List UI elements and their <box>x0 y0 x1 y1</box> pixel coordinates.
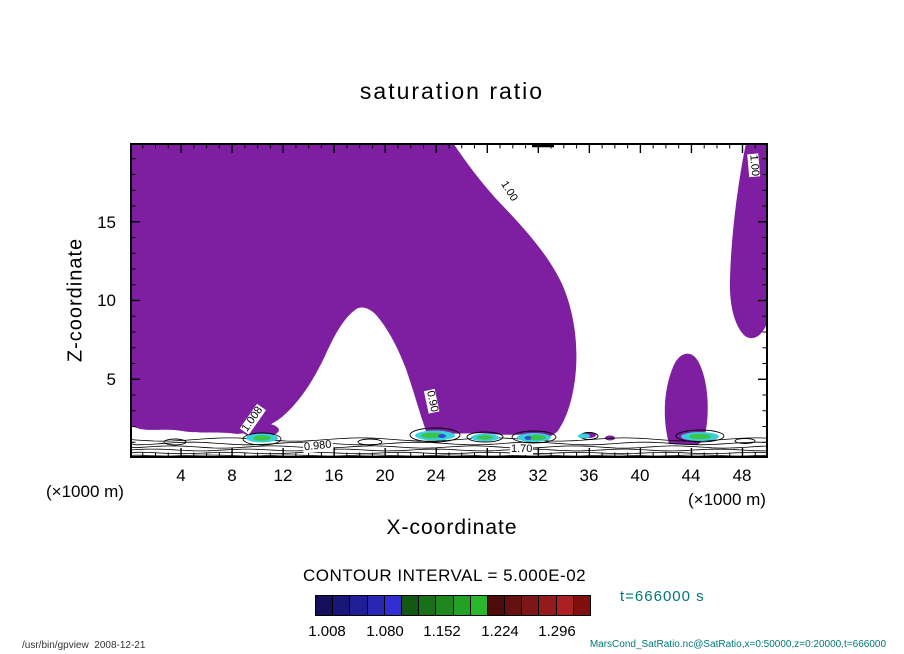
x-tick-label: 36 <box>579 466 599 485</box>
y-tick-label: 5 <box>106 370 116 389</box>
saturated-region-main <box>130 143 577 436</box>
colorbar-segment <box>521 596 539 615</box>
colorbar-segment <box>469 596 487 615</box>
contour-plot-canvas <box>129 143 768 458</box>
x-unit-left: (×1000 m) <box>46 482 124 501</box>
saturated-plume <box>664 353 708 445</box>
x-axis-label: X-coordinate <box>386 516 518 539</box>
colorbar-segment <box>538 596 556 615</box>
x-tick-label: 48 <box>732 466 752 485</box>
footer-source-info: MarsCond_SatRatio.nc@SatRatio,x=0:50000,… <box>589 639 886 650</box>
surface-contour-lines <box>129 437 767 457</box>
contour-value-label: 1.70 <box>510 443 534 455</box>
x-tick-label: 40 <box>630 466 650 485</box>
spot-green <box>253 435 271 441</box>
spot-green <box>689 433 711 440</box>
colorbar-segment <box>383 596 401 615</box>
colorbar-segment <box>332 596 350 615</box>
colorbar-segment <box>486 596 505 615</box>
x-tick-label: 20 <box>375 466 395 485</box>
surface-contour-blobs <box>163 427 756 446</box>
x-tick-label: 8 <box>227 466 237 485</box>
x-tick-label: 24 <box>426 466 446 485</box>
axis-ticks <box>131 144 767 457</box>
colorbar-tick-label: 1.080 <box>366 623 404 640</box>
plot-area <box>129 143 768 458</box>
colorbar-tick-label: 1.008 <box>308 623 346 640</box>
supersaturation-spots <box>246 430 719 443</box>
y-axis-label: Z-coordinate <box>64 237 87 363</box>
time-label: t=666000 s <box>620 588 705 605</box>
contour-value-label: 1.00 <box>747 153 762 178</box>
x-tick-label: 44 <box>681 466 701 485</box>
colorbar-segment <box>435 596 453 615</box>
colorbar-segment <box>452 596 470 615</box>
spot-blue <box>524 436 532 440</box>
colorbar-swatches <box>315 595 591 616</box>
x-unit-right: (×1000 m) <box>688 490 766 509</box>
y-tick-label: 10 <box>97 291 116 310</box>
colorbar-segment <box>418 596 436 615</box>
colorbar-tick-label: 1.296 <box>538 623 576 640</box>
x-tick-label: 4 <box>176 466 186 485</box>
plot-title: saturation ratio <box>359 78 545 104</box>
colorbar-segment <box>504 596 522 615</box>
colorbar-segment <box>555 596 573 615</box>
footer-command-line: /usr/bin/gpview 2008-12-21 <box>22 640 146 651</box>
x-tick-label: 28 <box>477 466 497 485</box>
colorbar-segment <box>572 596 590 615</box>
spot-green <box>477 435 493 440</box>
spot-cyan <box>578 433 590 439</box>
x-tick-label: 12 <box>273 466 293 485</box>
contour-interval-label: CONTOUR INTERVAL = 5.000E-02 <box>303 566 587 585</box>
x-tick-label: 16 <box>324 466 344 485</box>
colorbar-segment <box>349 596 367 615</box>
colorbar-segment <box>366 596 384 615</box>
y-tick-label: 15 <box>97 213 116 232</box>
colorbar-segment <box>316 596 333 615</box>
colorbar-segment <box>400 596 419 615</box>
saturated-region-right-band <box>729 143 768 339</box>
colorbar-tick-label: 1.224 <box>481 623 519 640</box>
x-tick-label: 32 <box>528 466 548 485</box>
colorbar-tick-label: 1.152 <box>423 623 461 640</box>
spot-blue <box>438 434 446 438</box>
